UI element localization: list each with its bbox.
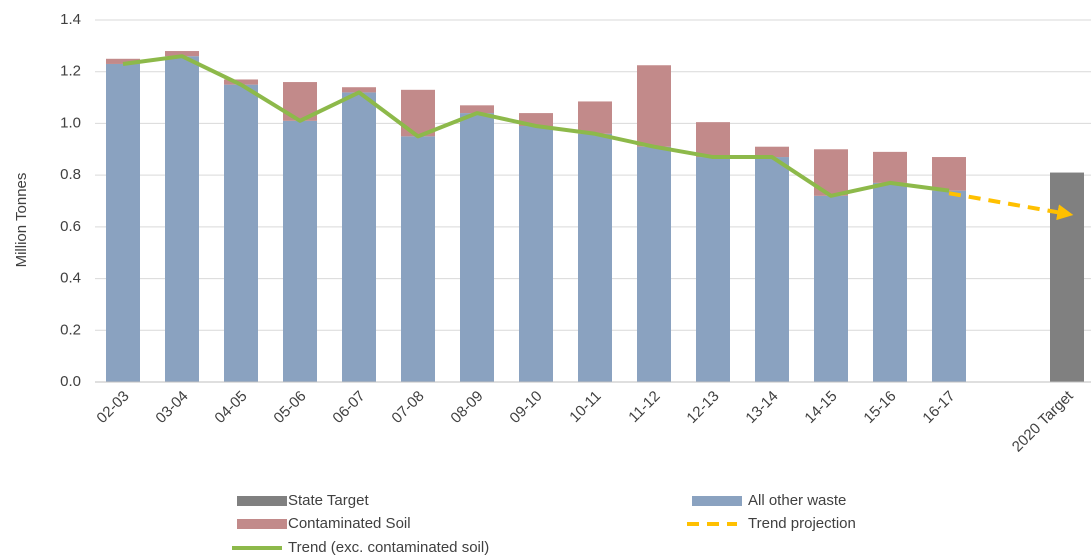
y-axis-label: Million Tonnes <box>13 173 30 268</box>
bar <box>224 84 258 383</box>
bar <box>578 133 612 382</box>
bar <box>696 157 730 382</box>
x-tick-label: 03-04 <box>152 388 191 427</box>
x-tick-label: 07-08 <box>388 388 427 427</box>
bar <box>637 146 671 382</box>
legend-label: Contaminated Soil <box>288 515 411 532</box>
legend-label: State Target <box>288 492 369 509</box>
x-tick-label: 11-12 <box>625 388 663 426</box>
y-tick-label: 1.2 <box>60 63 81 80</box>
legend-swatch <box>237 496 287 506</box>
x-tick-label: 04-05 <box>211 388 250 427</box>
bar <box>814 195 848 382</box>
x-tick-label: 02-03 <box>93 388 132 427</box>
x-tick-label: 14-15 <box>801 388 840 427</box>
bar <box>460 105 494 114</box>
x-tick-label: 09-10 <box>506 388 545 427</box>
legend-label: Trend (exc. contaminated soil) <box>288 539 489 556</box>
bar <box>873 182 907 382</box>
x-tick-label: 10-11 <box>566 388 604 426</box>
x-tick-label: 08-09 <box>447 388 486 427</box>
bar <box>283 120 317 382</box>
bar <box>460 113 494 382</box>
bar <box>165 51 199 57</box>
x-tick-label: 13-14 <box>742 388 781 427</box>
y-tick-label: 1.0 <box>60 114 81 131</box>
bar <box>932 190 966 382</box>
y-tick-label: 0.4 <box>60 270 81 287</box>
line <box>948 191 1074 221</box>
bar <box>755 146 789 158</box>
bar <box>519 126 553 382</box>
bar <box>1050 172 1084 382</box>
legend-label: Trend projection <box>748 515 856 532</box>
bar <box>224 79 258 85</box>
y-tick-label: 0.6 <box>60 218 81 235</box>
bar <box>106 58 140 64</box>
bar <box>106 63 140 382</box>
bar <box>755 157 789 382</box>
x-tick-label: 12-13 <box>683 388 722 427</box>
y-tick-label: 0.2 <box>60 321 81 338</box>
x-tick-label: 16-17 <box>919 388 958 427</box>
y-tick-label: 0.0 <box>60 373 81 390</box>
line <box>122 54 950 198</box>
bar <box>696 122 730 158</box>
x-tick-label: 15-16 <box>860 388 899 427</box>
bar <box>342 92 376 383</box>
bar <box>578 101 612 134</box>
bar <box>165 56 199 382</box>
bar <box>873 151 907 183</box>
bar <box>932 157 966 191</box>
legend-swatch <box>237 519 287 529</box>
legend-label: All other waste <box>748 492 846 509</box>
legend-swatch <box>692 496 742 506</box>
x-tick-label: 05-06 <box>270 388 309 427</box>
bar <box>637 65 671 147</box>
x-tick-label: 2020 Target <box>1009 387 1077 455</box>
x-tick-label: 06-07 <box>329 388 368 427</box>
y-tick-label: 1.4 <box>60 11 81 28</box>
bar <box>342 87 376 93</box>
bar <box>401 136 435 382</box>
y-tick-label: 0.8 <box>60 166 81 183</box>
